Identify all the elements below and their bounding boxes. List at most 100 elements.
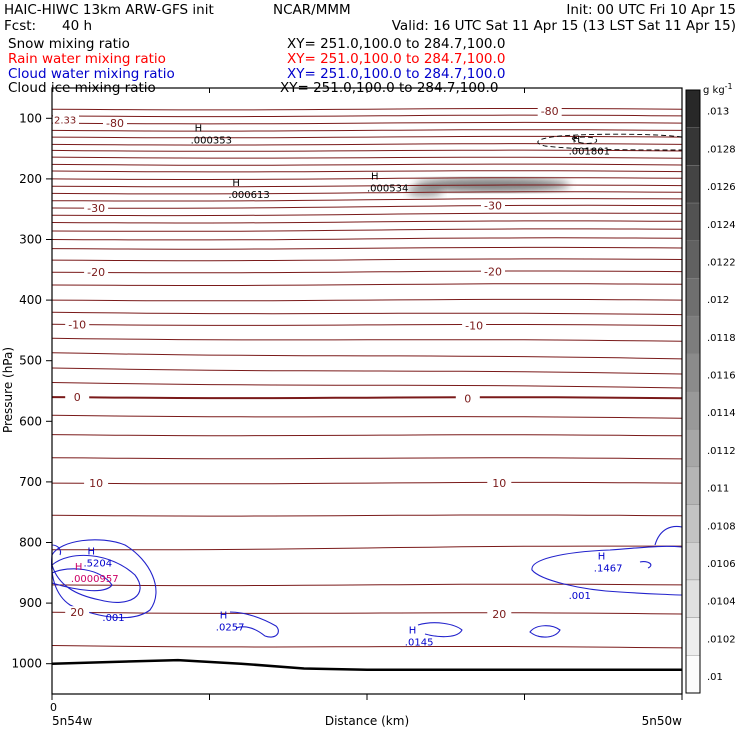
cloud-water-contour: [229, 611, 279, 638]
maximum-value: .5204: [84, 559, 113, 570]
colorbar-label: .0124: [707, 220, 736, 231]
colorbar-swatch: [685, 353, 701, 392]
isotherm: [51, 457, 683, 460]
field-xy-rain: XY= 251.0,100.0 to 284.7,100.0: [287, 51, 506, 67]
isotherm-label: 20: [70, 606, 84, 619]
valid-time: Valid: 16 UTC Sat 11 Apr 15 (13 LST Sat …: [391, 18, 736, 34]
colorbar-label: .0128: [707, 144, 736, 155]
maximum-value: .0145: [405, 637, 434, 648]
label-mask: [537, 105, 562, 118]
surface-pressure-line: [51, 658, 682, 672]
label-mask: [455, 392, 480, 405]
isotherm: [51, 184, 683, 188]
colorbar-label: .012: [707, 295, 729, 306]
colorbar-swatch: [685, 391, 701, 430]
isotherm: [51, 129, 683, 132]
field-name-rain: Rain water mixing ratio: [8, 51, 166, 67]
cloud-water-contour: [417, 622, 463, 638]
maximum-marker: H: [598, 552, 606, 563]
cloud-water-contour-label: .001: [569, 591, 591, 602]
y-tick-label: 300: [19, 233, 42, 247]
cloud-ice-contours: [537, 133, 683, 151]
colorbar-label: .0126: [707, 182, 736, 193]
maximum-marker: H: [371, 172, 379, 183]
cloud-water-contour: [654, 525, 683, 546]
isotherm: [51, 611, 683, 615]
isotherm: [51, 337, 683, 342]
isotherm: [51, 170, 683, 173]
colorbar-label: .0104: [707, 597, 736, 608]
isotherm: [51, 323, 683, 327]
colorbar-swatch: [685, 655, 701, 694]
maximum-marker: H: [573, 135, 581, 146]
isotherm-label: 0: [464, 392, 471, 405]
model-title: HAIC-HIWC 13km ARW-GFS init: [4, 2, 214, 18]
y-tick-label: 500: [19, 354, 42, 368]
y-tick-label: 800: [19, 536, 42, 550]
surface-line: [51, 658, 682, 672]
isotherm: [51, 396, 683, 400]
org-label: NCAR/MMM: [273, 2, 351, 18]
y-tick-label: 200: [19, 172, 42, 186]
cloud-water-contours: [51, 525, 683, 638]
colorbar-label: .013: [707, 107, 729, 118]
cloud-water-contour: [531, 545, 683, 596]
isotherm: [51, 156, 683, 159]
field-name-snow: Snow mixing ratio: [8, 36, 130, 52]
isotherm-label: -30: [87, 202, 105, 215]
colorbar: .013 .0128 .0126 .0124 .0122 .012 .0118 .0116 .0…: [685, 89, 736, 694]
temperature-contours: [51, 108, 683, 649]
isotherm: [51, 352, 683, 360]
maximum-marker: H: [195, 124, 203, 135]
cloud-water-contour: [51, 568, 113, 592]
field-xy-cloud-water: XY= 251.0,100.0 to 284.7,100.0: [287, 66, 506, 82]
colorbar-label: .0114: [707, 408, 736, 419]
edge-label: 2.33: [54, 116, 76, 127]
colorbar-unit: g kg-1: [703, 82, 733, 96]
isotherm-label: -10: [465, 320, 483, 333]
colorbar-swatch: [685, 202, 701, 241]
isotherm: [51, 191, 683, 195]
label-mask: [53, 113, 79, 126]
maximum-value: .0000957: [71, 574, 119, 585]
isotherm: [51, 108, 683, 111]
isotherm-label: -80: [541, 105, 559, 118]
isotherm: [51, 228, 683, 232]
colorbar-swatch: [685, 278, 701, 317]
cloud-water-contour: [51, 554, 141, 603]
label-mask: [487, 608, 512, 621]
isotherm: [51, 298, 683, 302]
maximum-value: .000613: [228, 190, 269, 201]
label-mask: [84, 477, 109, 490]
maximum-marker: H: [75, 562, 83, 573]
y-axis: 100 200 300 400 500 600 700 800 900 1000: [11, 111, 52, 671]
colorbar-frame: [685, 89, 701, 694]
temperature-labels: -80 -80 -30 -30 -20 -20 -10 -10 0 0 10 10 20 20 2.33: [53, 105, 562, 621]
isotherm-label: -20: [87, 266, 105, 279]
label-mask: [65, 318, 90, 331]
isotherm: [51, 114, 683, 118]
label-mask: [481, 265, 505, 278]
isotherm: [51, 367, 683, 375]
y-tick-label: 900: [19, 596, 42, 610]
cloud-ice-contour: [537, 133, 683, 151]
label-mask: [481, 199, 505, 212]
label-mask: [487, 477, 512, 490]
isotherm: [51, 270, 683, 274]
label-mask: [65, 391, 90, 404]
isotherm: [51, 283, 683, 286]
label-mask: [84, 201, 109, 214]
cloud-water-contour: [51, 544, 62, 556]
isotherm-label: -20: [484, 266, 502, 279]
isotherm: [51, 246, 683, 250]
isotherm: [51, 481, 683, 485]
isotherm: [51, 583, 683, 587]
ice-shading: [407, 178, 570, 197]
y-tick-label: 400: [19, 293, 42, 307]
cloud-water-contour: [529, 625, 561, 638]
colorbar-label: .0108: [707, 521, 736, 532]
colorbar-swatch: [685, 240, 701, 279]
x-axis-label: Distance (km): [325, 714, 409, 728]
colorbar-label: .0122: [707, 257, 736, 268]
